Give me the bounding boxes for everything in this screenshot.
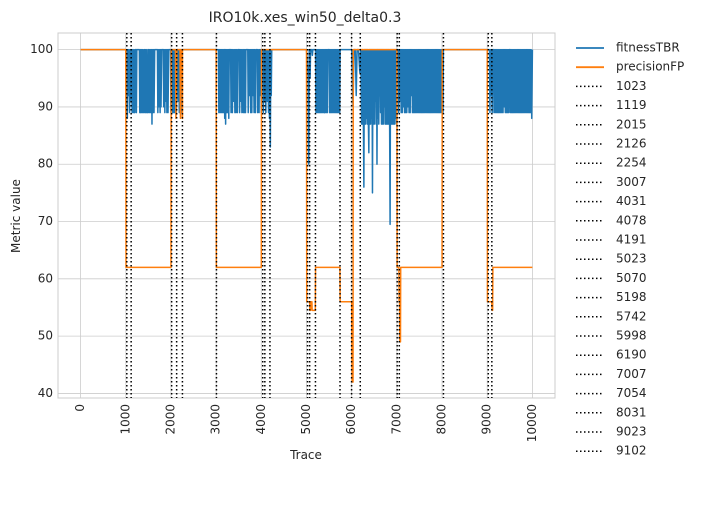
y-tick-label: 70: [38, 214, 53, 228]
legend-label: 3007: [616, 175, 647, 189]
legend-label: 2254: [616, 156, 647, 170]
series-line-precisionFP: [80, 48, 533, 383]
legend-label: 8031: [616, 405, 647, 419]
x-tick-label: 1000: [118, 404, 132, 435]
legend-label: 7007: [616, 367, 647, 381]
x-tick-label: 5000: [299, 404, 313, 435]
ticks: 0 1000 2000 3000 4000 5000 6000 7000 8000 9000 100…: [30, 42, 539, 442]
chart-title: IRO10k.xes_win50_delta0.3: [209, 10, 402, 26]
legend-label: 5742: [616, 309, 647, 323]
y-tick-label: 100: [30, 42, 53, 56]
legend: fitnessTBR precisionFP 1023 1119 2015 2126 225…: [576, 41, 684, 458]
legend-label: 5998: [616, 329, 647, 343]
y-tick-label: 40: [38, 386, 53, 400]
x-tick-label: 7000: [389, 404, 403, 435]
plot-area: [57, 32, 556, 399]
legend-label: 4031: [616, 194, 647, 208]
legend-label: 7054: [616, 386, 647, 400]
legend-label: 5023: [616, 252, 647, 266]
x-tick-label: 9000: [480, 404, 494, 435]
x-tick-label: 8000: [435, 404, 449, 435]
x-tick-label: 6000: [344, 404, 358, 435]
legend-label: 9023: [616, 425, 647, 439]
x-tick-label: 10000: [525, 404, 539, 442]
y-tick-label: 90: [38, 99, 53, 113]
legend-label: 5198: [616, 290, 647, 304]
legend-label: 1119: [616, 98, 647, 112]
y-tick-label: 50: [38, 329, 53, 343]
legend-label: 9102: [616, 444, 647, 458]
x-tick-label: 0: [73, 404, 87, 412]
x-tick-label: 4000: [254, 404, 268, 435]
legend-label: 1023: [616, 79, 647, 93]
y-tick-label: 80: [38, 157, 53, 171]
legend-label: 6190: [616, 348, 647, 362]
legend-label: 5070: [616, 271, 647, 285]
y-axis-label: Metric value: [9, 179, 23, 253]
legend-label: fitnessTBR: [616, 41, 680, 55]
x-tick-label: 3000: [209, 404, 223, 435]
series-layer: [80, 48, 534, 383]
legend-label: 4191: [616, 233, 647, 247]
legend-label: 2015: [616, 117, 647, 131]
x-axis-label: Trace: [289, 448, 322, 462]
legend-label: 2126: [616, 137, 647, 151]
y-tick-label: 60: [38, 271, 53, 285]
vline-layer: [126, 33, 493, 398]
legend-label: 4078: [616, 213, 647, 227]
legend-label: precisionFP: [616, 60, 684, 74]
x-tick-label: 2000: [163, 404, 177, 435]
